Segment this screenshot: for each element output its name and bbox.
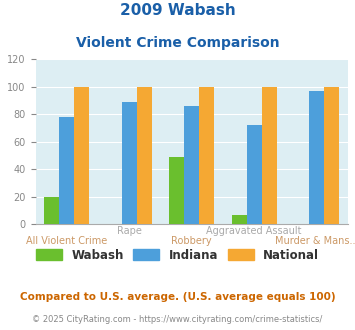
Bar — [262, 87, 277, 224]
Text: Murder & Mans...: Murder & Mans... — [275, 236, 355, 246]
Text: © 2025 CityRating.com - https://www.cityrating.com/crime-statistics/: © 2025 CityRating.com - https://www.city… — [32, 315, 323, 324]
Text: Violent Crime Comparison: Violent Crime Comparison — [76, 36, 279, 50]
Bar — [324, 87, 339, 224]
Text: Aggravated Assault: Aggravated Assault — [206, 226, 302, 236]
Bar — [309, 91, 324, 224]
Bar — [74, 87, 89, 224]
Text: 2009 Wabash: 2009 Wabash — [120, 3, 235, 18]
Bar — [247, 125, 262, 224]
Bar — [199, 87, 214, 224]
Text: All Violent Crime: All Violent Crime — [26, 236, 107, 246]
Bar — [232, 215, 247, 224]
Bar — [59, 117, 74, 224]
Bar — [44, 197, 59, 224]
Text: Rape: Rape — [117, 226, 142, 236]
Bar — [122, 102, 137, 224]
Bar — [184, 106, 199, 224]
Text: Robbery: Robbery — [171, 236, 212, 246]
Legend: Wabash, Indiana, National: Wabash, Indiana, National — [31, 244, 324, 266]
Bar — [137, 87, 152, 224]
Bar — [169, 157, 184, 224]
Text: Compared to U.S. average. (U.S. average equals 100): Compared to U.S. average. (U.S. average … — [20, 292, 335, 302]
